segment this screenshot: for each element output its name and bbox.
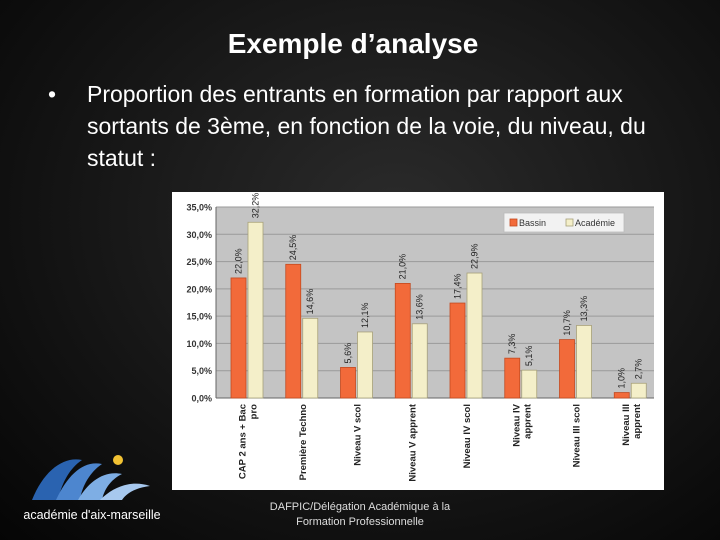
slide-title: Exemple d’analyse [227, 28, 479, 59]
data-label: 22,9% [470, 244, 480, 270]
bar-acadmie-4 [411, 323, 428, 399]
y-tick-label: 30,0% [186, 230, 212, 240]
y-tick-label: 5,0% [191, 366, 212, 376]
data-label: 22,0% [234, 248, 244, 274]
data-label: 5,1% [524, 346, 534, 367]
x-category-label: Niveau III scol [572, 404, 583, 467]
data-label: 2,7% [634, 359, 644, 380]
academy-logo: académie d'aix-marseille [22, 440, 162, 530]
x-category-label: pro [249, 404, 260, 420]
x-category-label: Niveau V scol [353, 404, 364, 466]
bar-acadmie-5 [466, 272, 483, 399]
footer-line-2: Formation Professionnelle [296, 516, 424, 528]
bar-bassin-6 [504, 357, 521, 399]
y-tick-label: 35,0% [186, 203, 212, 213]
logo-mark-icon [32, 455, 150, 500]
bar-bassin-7 [559, 339, 575, 399]
data-label: 24,5% [288, 235, 298, 261]
y-tick-label: 0,0% [191, 394, 212, 404]
bar-acadmie-3 [357, 331, 373, 399]
data-label: 10,7% [562, 310, 572, 336]
data-label: 7,3% [507, 334, 517, 355]
data-label: 14,6% [305, 289, 315, 315]
bullet-text: Proportion des entrants en formation par… [87, 81, 646, 171]
bar-bassin-3 [340, 367, 356, 399]
bar-bassin-8 [613, 392, 630, 399]
legend-swatch-bassin [509, 218, 518, 227]
data-label: 12,1% [360, 302, 370, 328]
x-category-label: apprent [632, 403, 643, 439]
logo-text: académie d'aix-marseille [23, 508, 161, 522]
bar-acadmie-7 [576, 325, 592, 399]
bar-acadmie-1 [247, 221, 264, 399]
footer-line-1: DAFPIC/Délégation Académique à la [269, 501, 451, 513]
x-category-label: apprent [522, 403, 533, 439]
data-label: 13,6% [415, 294, 425, 320]
data-label: 1,0% [617, 368, 627, 389]
data-label: 17,4% [453, 274, 463, 300]
y-tick-label: 15,0% [186, 312, 212, 322]
data-label: 13,3% [579, 296, 589, 322]
x-category-label: Niveau III [621, 404, 632, 446]
bar-bassin-1 [230, 277, 247, 399]
y-tick-label: 20,0% [186, 284, 212, 294]
legend-label: Académie [575, 218, 615, 228]
bar-bassin-2 [285, 263, 302, 399]
legend-swatch-acadmie [565, 218, 574, 227]
bar-chart: 0,0% 5,0% 10,0% 15,0% 20,0% 25,0% 30,0% 35,0% 22… [186, 193, 654, 482]
bar-acadmie-6 [521, 369, 538, 399]
x-category-label: Niveau V apprent [407, 403, 418, 481]
chart-container: 0,0% 5,0% 10,0% 15,0% 20,0% 25,0% 30,0% 35,0% 22… [172, 192, 664, 490]
data-label: 21,0% [398, 254, 408, 280]
x-category-label: Niveau IV [511, 403, 522, 446]
bar-acadmie-2 [302, 317, 319, 399]
legend-box [503, 212, 625, 233]
footer: DAFPIC/Délégation Académique à la Format… [250, 500, 470, 530]
bar-bassin-5 [449, 302, 466, 399]
x-category-label: Niveau IV scol [462, 404, 473, 468]
data-label: 5,6% [343, 343, 353, 364]
bar-bassin-4 [394, 283, 411, 399]
y-tick-label: 25,0% [186, 257, 212, 267]
x-category-label: CAP 2 ans + Bac [238, 404, 249, 479]
bullet-marker: • [48, 81, 57, 107]
y-tick-label: 10,0% [186, 339, 212, 349]
legend-label: Bassin [519, 218, 546, 228]
x-category-label: Première Techno [298, 404, 309, 481]
bar-acadmie-8 [630, 382, 647, 399]
data-label: 32,2% [251, 193, 261, 219]
